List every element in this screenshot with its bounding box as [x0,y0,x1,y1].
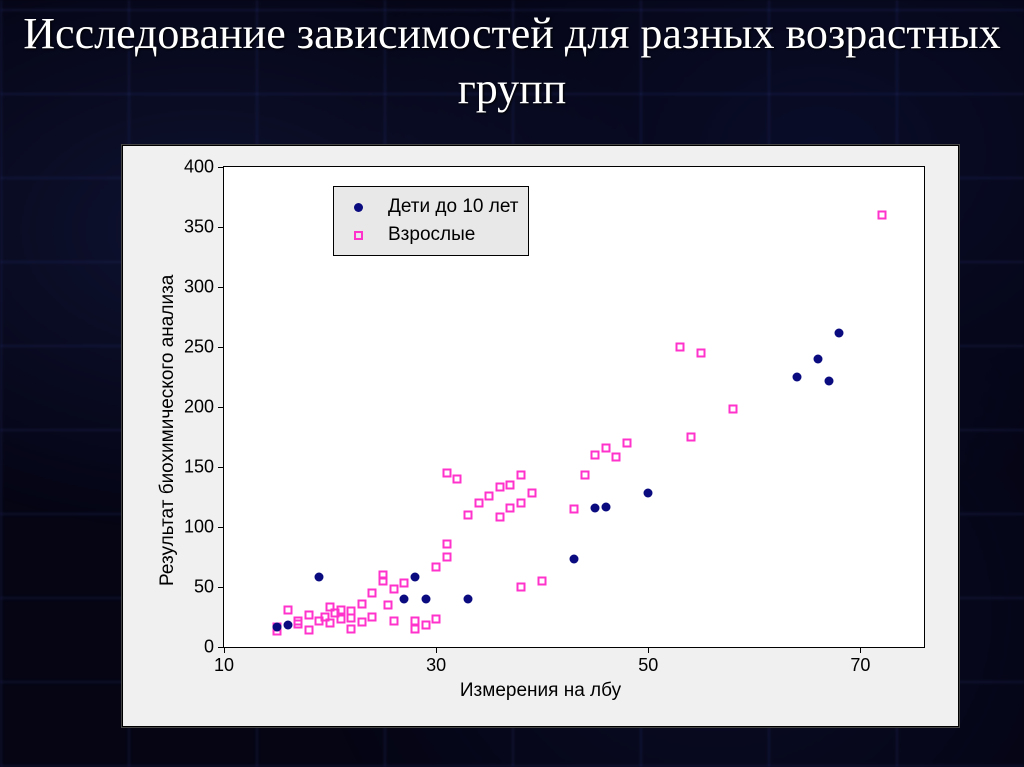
point-adults [485,491,494,500]
point-adults [294,616,303,625]
point-children [792,373,801,382]
point-adults [623,439,632,448]
point-children [835,328,844,337]
point-adults [283,605,292,614]
y-tick-label: 400 [184,157,224,178]
point-adults [516,471,525,480]
children-marker-icon [344,197,372,217]
point-adults [357,617,366,626]
point-children [463,595,472,604]
plot-area: 05010015020025030035040010305070 [223,166,925,648]
point-adults [347,607,356,616]
point-children [400,595,409,604]
y-tick-label: 150 [184,457,224,478]
point-children [421,595,430,604]
y-tick-label: 200 [184,397,224,418]
point-adults [612,453,621,462]
point-adults [495,513,504,522]
point-adults [729,405,738,414]
point-children [410,573,419,582]
point-adults [384,601,393,610]
point-adults [442,539,451,548]
point-children [273,622,282,631]
point-adults [686,433,695,442]
point-children [283,621,292,630]
y-tick-label: 350 [184,217,224,238]
point-adults [697,349,706,358]
point-children [315,573,324,582]
y-axis-label: Результат биохимического анализа [157,275,179,586]
point-adults [516,583,525,592]
point-children [591,503,600,512]
legend-item: Дети до 10 лет [344,193,518,221]
point-adults [676,343,685,352]
point-adults [538,577,547,586]
point-children [813,355,822,364]
point-adults [304,626,313,635]
point-adults [326,619,335,628]
point-adults [368,589,377,598]
y-tick-label: 300 [184,277,224,298]
point-adults [495,483,504,492]
y-tick-label: 250 [184,337,224,358]
point-adults [527,489,536,498]
point-adults [516,499,525,508]
point-adults [304,610,313,619]
y-tick-label: 50 [194,577,224,598]
point-adults [453,475,462,484]
point-children [824,376,833,385]
x-tick-label: 30 [426,647,446,676]
x-tick-label: 70 [850,647,870,676]
x-tick-label: 10 [214,647,234,676]
legend: Дети до 10 лет Взрослые [333,186,529,256]
point-adults [591,451,600,460]
point-adults [368,613,377,622]
point-adults [379,571,388,580]
point-adults [410,625,419,634]
point-adults [336,605,345,614]
point-children [601,502,610,511]
point-adults [347,625,356,634]
point-children [644,489,653,498]
chart-panel: 05010015020025030035040010305070 Измерен… [122,145,959,727]
point-adults [601,443,610,452]
legend-label: Дети до 10 лет [388,196,518,218]
point-adults [357,599,366,608]
legend-label: Взрослые [388,224,475,246]
point-adults [506,503,515,512]
point-adults [432,562,441,571]
slide-background: Исследование зависимостей для разных воз… [0,0,1024,767]
adults-marker-icon [344,225,372,245]
x-axis-label: Измерения на лбу [123,680,958,702]
point-adults [400,579,409,588]
point-adults [474,499,483,508]
point-adults [389,616,398,625]
point-adults [442,553,451,562]
point-adults [336,615,345,624]
point-children [570,555,579,564]
point-adults [877,211,886,220]
point-adults [463,511,472,520]
legend-item: Взрослые [344,221,518,249]
point-adults [389,585,398,594]
x-tick-label: 50 [638,647,658,676]
point-adults [432,615,441,624]
slide-title: Исследование зависимостей для разных воз… [0,6,1024,116]
point-adults [506,481,515,490]
point-adults [410,616,419,625]
point-adults [570,505,579,514]
y-tick-label: 100 [184,517,224,538]
point-adults [442,469,451,478]
point-adults [421,621,430,630]
point-adults [580,471,589,480]
